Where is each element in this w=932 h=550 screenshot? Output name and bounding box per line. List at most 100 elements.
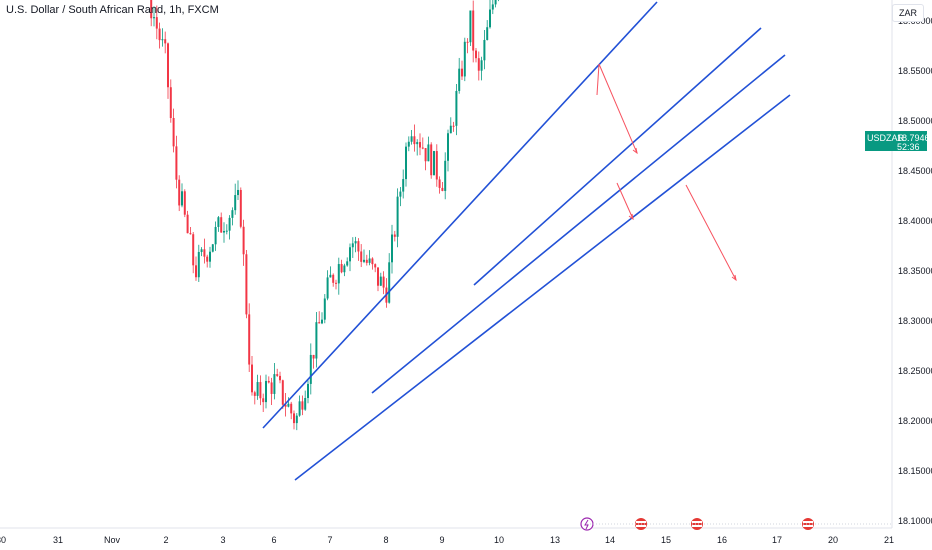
projection-arrow [596,63,600,96]
candle-body [290,403,293,414]
trend-line [371,54,786,394]
flag-stripe-icon [692,521,702,523]
candle-body [329,274,332,278]
time-tick-label: 31 [53,535,63,545]
candle-body [393,234,396,237]
price-tick-label: 18.15000 [898,466,932,476]
time-tick-label: Nov [104,535,121,545]
time-tick-label: 3 [220,535,225,545]
economic-events[interactable] [580,517,892,531]
time-tick-label: 9 [439,535,444,545]
candle-body [371,258,374,265]
candle-body [164,39,167,44]
price-tick-label: 18.45000 [898,166,932,176]
trendline-drawings[interactable] [262,1,791,481]
time-tick-label: 15 [661,535,671,545]
candle-body [413,136,416,145]
candle-body [195,265,197,278]
candle-body [209,251,211,262]
candle-body [220,217,223,233]
chart-grid [0,0,893,529]
price-tick-label: 18.20000 [898,416,932,426]
price-tick-label: 18.25000 [898,366,932,376]
candle-body [298,401,301,416]
candle-body [455,90,458,126]
candle-body [477,58,480,71]
arrow-head [628,213,634,221]
candle-body [265,380,267,403]
candle-body [217,217,220,227]
candle-body [416,142,419,145]
candle-body [321,319,323,324]
arrow-head [731,274,737,282]
candle-body [489,9,491,28]
candle-body [337,264,340,284]
candle-body [449,125,452,134]
price-label-value: 18.79460 [897,133,932,143]
candle-body [447,133,449,161]
candle-body [349,247,351,262]
candle-body [469,10,472,43]
trend-line [473,27,762,286]
candle-body [475,50,477,59]
flag-stripe-icon [803,525,813,527]
candle-body [186,214,189,234]
candle-body [402,179,405,192]
candle-body [388,262,391,303]
candle-body [315,322,318,359]
candle-body [150,0,153,19]
candle-body [318,322,321,324]
candle-body [351,243,354,248]
candle-body [301,401,304,410]
candle-body [259,382,262,399]
candle-body [309,354,312,384]
candle-body [433,151,435,176]
candle-body [239,189,242,227]
candle-body [427,144,430,162]
candle-body [463,41,466,77]
candle-body [293,413,295,424]
time-tick-label: 7 [327,535,332,545]
price-axis[interactable]: 19.0000018.9500018.9000018.8500018.80000… [898,0,932,526]
candle-body [360,251,363,262]
candle-body [421,147,424,149]
candle-body [407,141,410,147]
candle-body [203,249,206,257]
candle-body [379,276,382,286]
flag-stripe-icon [692,525,702,527]
candle-body [480,60,483,71]
candle-body [234,195,237,211]
candle-body [354,241,357,244]
candle-body [486,27,489,40]
price-tick-label: 18.40000 [898,216,932,226]
candle-body [276,374,279,376]
candle-body [155,17,158,29]
candle-body [435,151,438,180]
candle-body [357,241,360,252]
candle-body [295,415,298,424]
time-tick-label: 16 [717,535,727,545]
candle-body [419,142,421,148]
candle-body [391,234,393,263]
projection-arrow [616,182,634,220]
candle-body [248,314,251,365]
time-tick-label: 10 [494,535,504,545]
candle-body [237,189,239,196]
candle-body [279,375,281,381]
price-tick-label: 18.50000 [898,116,932,126]
candle-body [326,277,329,299]
candle-body [424,148,427,162]
time-tick-label: 20 [828,535,838,545]
candle-body [494,0,497,5]
currency-tag[interactable]: ZAR [892,4,924,22]
candle-body [267,380,270,383]
arrow-head [632,147,638,155]
candle-body [211,244,214,252]
time-axis[interactable]: 30 31 Nov 2 3 6 7 8 9 10 13 14 15 16 17 20 21 [0,535,894,545]
candle-body [200,249,203,252]
candle-body [242,226,245,255]
trend-line [262,1,658,429]
candle-body [396,196,399,237]
projection-arrow [598,63,638,154]
